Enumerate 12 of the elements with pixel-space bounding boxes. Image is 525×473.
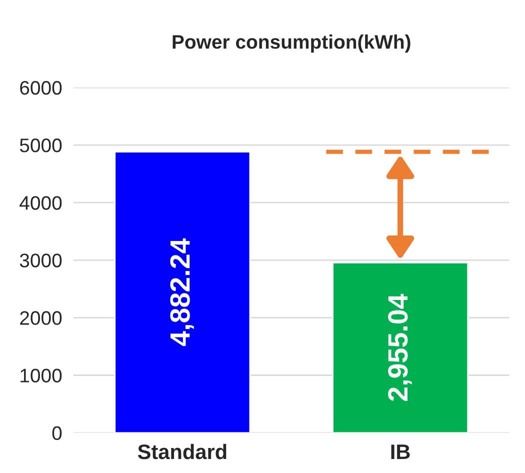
- chart-title: Power consumption(kWh): [172, 34, 410, 53]
- x-tick-label: IB: [391, 444, 410, 460]
- data-label: 4,882.24: [170, 238, 194, 346]
- y-tick-label: 2000: [20, 311, 62, 325]
- y-tick-label: 3000: [20, 254, 62, 268]
- y-tick-label: 4000: [20, 196, 62, 210]
- y-tick-label: 5000: [20, 138, 62, 152]
- x-tick-label: Standard: [138, 444, 226, 460]
- data-label: 2,955.04: [388, 294, 412, 401]
- y-tick-label: 6000: [20, 80, 62, 95]
- y-tick-label: 0: [52, 426, 62, 440]
- y-tick-label: 1000: [20, 368, 62, 382]
